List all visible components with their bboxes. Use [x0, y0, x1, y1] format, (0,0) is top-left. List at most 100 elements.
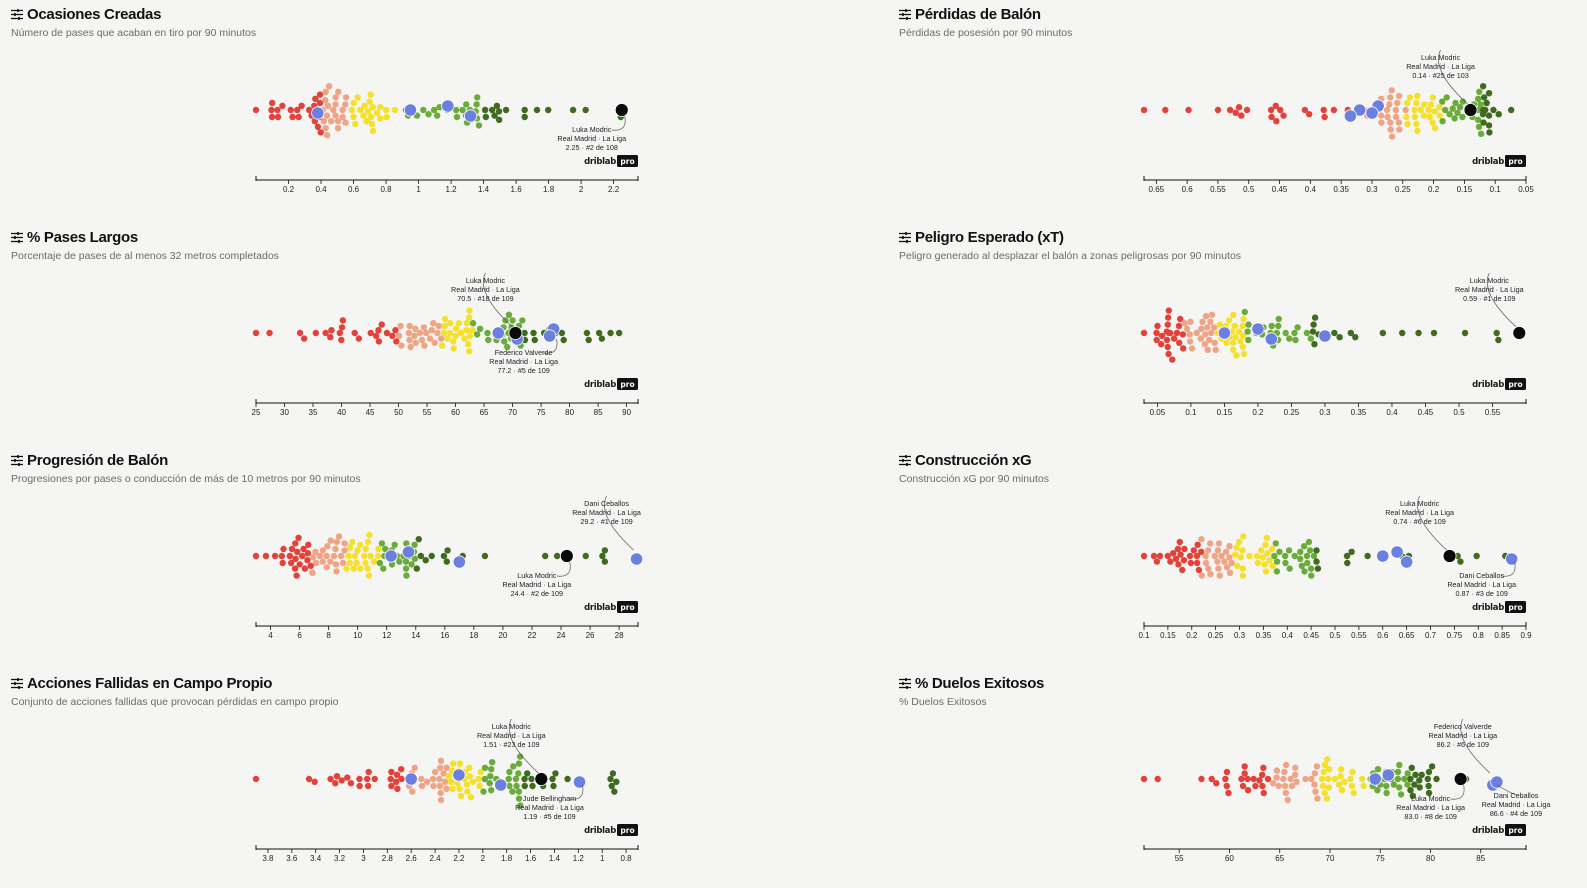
teammate-dot[interactable] — [1490, 775, 1504, 789]
teammate-dot[interactable] — [404, 772, 418, 786]
player-dot — [350, 113, 357, 121]
player-dot — [440, 552, 448, 560]
player-dot — [1223, 339, 1230, 346]
tick-label: 18 — [469, 631, 478, 640]
tick-label: 85 — [1476, 854, 1485, 863]
player-dot — [1285, 547, 1293, 554]
player-dot — [417, 552, 425, 560]
teammate-dot[interactable] — [543, 329, 557, 343]
player-dot — [1348, 548, 1355, 555]
teammate-dot[interactable] — [1343, 109, 1358, 123]
player-dot — [1243, 106, 1251, 114]
annotation-stat: 83.0 · #8 de 109 — [1404, 812, 1456, 821]
player-dot — [396, 558, 403, 565]
highlighted-player-dot[interactable] — [1453, 772, 1468, 786]
filter-sliders-icon[interactable] — [11, 678, 23, 689]
teammate-dot[interactable] — [1505, 552, 1519, 566]
teammate-dot[interactable] — [491, 326, 505, 340]
player-dot — [1158, 332, 1166, 339]
highlighted-player-dot[interactable] — [1512, 326, 1527, 340]
player-dot — [1360, 782, 1367, 790]
teammate-dot[interactable] — [1376, 549, 1390, 563]
player-dot — [1325, 784, 1333, 791]
teammate-dot[interactable] — [403, 103, 418, 117]
player-dot — [309, 554, 317, 561]
filter-sliders-icon[interactable] — [899, 678, 911, 689]
player-dot — [466, 773, 474, 780]
teammate-dot[interactable] — [311, 106, 325, 120]
teammate-dot[interactable] — [494, 778, 508, 792]
player-dot — [252, 329, 260, 337]
teammate-dot[interactable] — [1264, 332, 1278, 346]
highlighted-player-dot[interactable] — [1463, 103, 1478, 117]
player-dot — [466, 764, 473, 771]
teammate-dot[interactable] — [463, 109, 478, 123]
highlighted-player-dot[interactable] — [508, 326, 523, 340]
player-dot — [1198, 536, 1205, 543]
teammate-dot[interactable] — [629, 552, 644, 566]
tick-label: 0.4 — [1282, 631, 1294, 640]
annotation-connector — [1460, 718, 1491, 774]
tick-label: 1.8 — [501, 854, 513, 863]
teammate-dot[interactable] — [1318, 329, 1332, 343]
filter-sliders-icon[interactable] — [11, 455, 23, 466]
highlighted-player-dot[interactable] — [534, 772, 549, 786]
teammate-dot[interactable] — [1390, 545, 1404, 559]
teammate-dot[interactable] — [452, 768, 466, 782]
highlighted-player-dot[interactable] — [614, 103, 629, 117]
teammate-dot[interactable] — [1251, 322, 1265, 336]
player-dot — [323, 552, 330, 560]
player-dot — [1425, 782, 1432, 790]
player-dot — [332, 112, 339, 119]
tick-label: 3.6 — [286, 854, 298, 863]
player-dot — [332, 101, 339, 108]
tick-label: 3.4 — [310, 854, 322, 863]
teammate-dot[interactable] — [572, 775, 587, 789]
teammate-dot[interactable] — [1381, 768, 1395, 782]
annotation-team: Real Madrid · La Liga — [1406, 62, 1475, 71]
player-dot — [1403, 99, 1411, 107]
player-dot — [515, 760, 523, 767]
player-dot — [411, 541, 418, 548]
teammate-dot[interactable] — [441, 99, 455, 113]
player-dot — [1416, 784, 1423, 791]
teammate-dot[interactable] — [1368, 772, 1382, 786]
player-dot — [364, 538, 372, 546]
highlighted-player-dot[interactable] — [559, 549, 574, 563]
player-dot — [1272, 102, 1279, 110]
player-dot — [300, 335, 308, 342]
tick-label: 1 — [416, 185, 421, 194]
teammate-dot[interactable] — [1400, 555, 1414, 569]
brand-name: driblab — [584, 603, 616, 613]
tick-label: 0.15 — [1160, 631, 1176, 640]
filter-sliders-icon[interactable] — [899, 455, 911, 466]
player-dot — [466, 332, 474, 339]
annotation-name: Luka Modric — [1411, 794, 1451, 803]
player-dot — [493, 102, 501, 110]
teammate-dot[interactable] — [401, 545, 416, 559]
teammate-dot[interactable] — [452, 555, 466, 569]
player-dot — [304, 550, 312, 557]
player-dot — [389, 332, 396, 339]
teammate-dot[interactable] — [384, 549, 398, 563]
player-dot — [1226, 543, 1233, 550]
teammate-dot[interactable] — [1353, 103, 1367, 117]
highlighted-player-dot[interactable] — [1442, 549, 1457, 563]
player-dot — [287, 559, 295, 567]
filter-sliders-icon[interactable] — [11, 9, 23, 20]
filter-sliders-icon[interactable] — [11, 232, 23, 243]
population-dots — [1140, 83, 1515, 140]
player-dot — [1319, 782, 1327, 790]
teammate-dot[interactable] — [1217, 326, 1232, 340]
player-dot — [1386, 101, 1393, 108]
player-dot — [1387, 126, 1394, 133]
filter-sliders-icon[interactable] — [899, 232, 911, 243]
player-dot — [1415, 329, 1422, 337]
chart-title-text: Acciones Fallidas en Campo Propio — [27, 675, 273, 692]
player-dot — [1262, 541, 1269, 548]
player-dot — [1170, 550, 1177, 557]
teammate-dot[interactable] — [1365, 106, 1379, 120]
filter-sliders-icon[interactable] — [899, 9, 911, 20]
